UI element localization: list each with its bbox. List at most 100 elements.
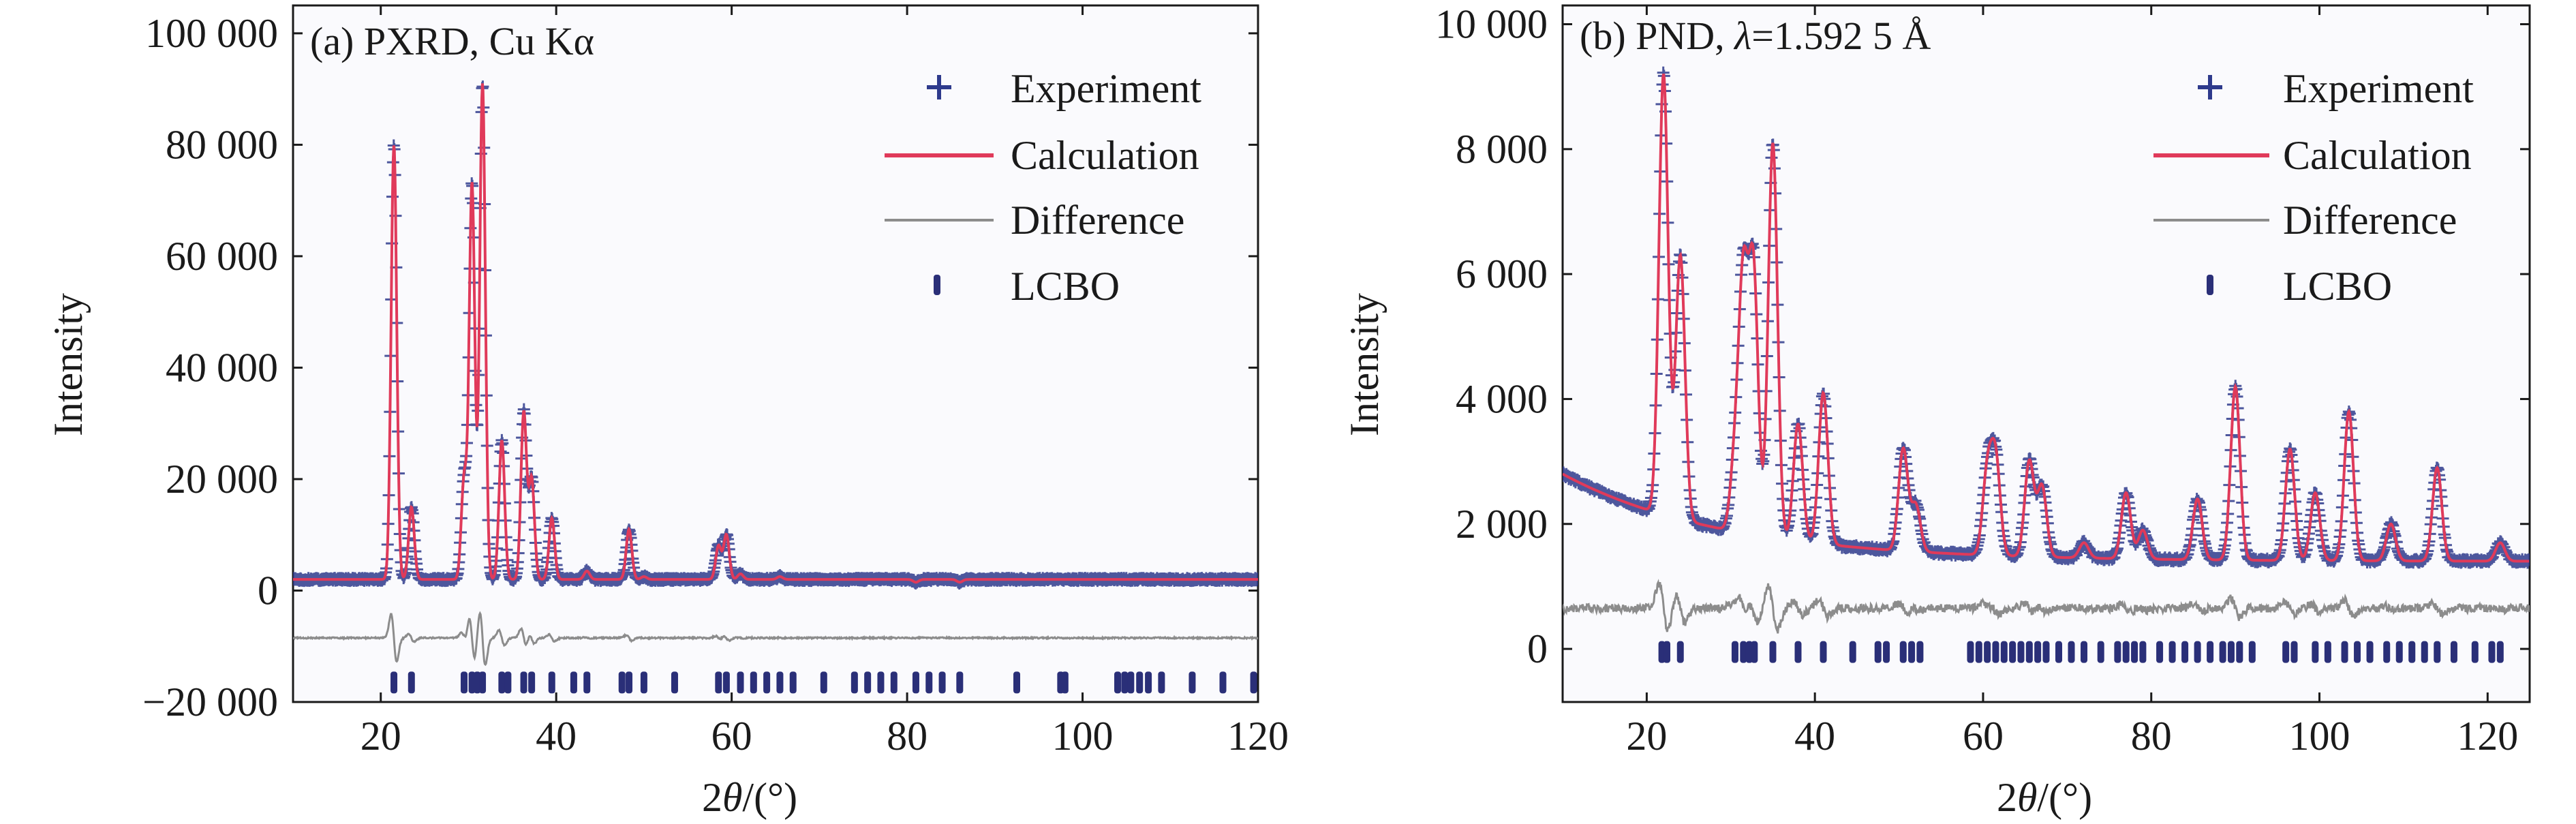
reflection-tick	[1250, 671, 1257, 694]
x-axis-title-a: 2θ/(°)	[702, 775, 797, 820]
x-tick-label: 20	[1626, 714, 1667, 759]
reflection-tick	[1136, 671, 1144, 694]
reflection-ticks-b	[1658, 641, 2504, 663]
reflection-tick	[1114, 671, 1122, 694]
reflection-tick	[1189, 671, 1196, 694]
reflection-tick	[912, 671, 919, 694]
legend-label-lcbo: LCBO	[2283, 264, 2392, 309]
reflection-tick	[715, 671, 722, 694]
reflection-tick	[2017, 641, 2025, 663]
y-axis-title-b: Intensity	[1342, 293, 1387, 436]
reflection-tick	[2181, 641, 2189, 663]
legend-plus-icon	[927, 75, 951, 100]
calculation-curve-a	[293, 83, 1258, 584]
legend-label-experiment: Experiment	[1011, 66, 1201, 111]
y-tick-label: 40 000	[166, 345, 278, 390]
reflection-tick	[2341, 641, 2348, 663]
calculation-line	[1563, 73, 2530, 563]
reflection-tick	[2236, 641, 2243, 663]
reflection-tick	[1883, 641, 1890, 663]
x-tick-label: 40	[536, 714, 577, 759]
reflection-tick	[2081, 641, 2088, 663]
x-tick-label: 100	[1052, 714, 1114, 759]
reflection-tick	[1145, 671, 1152, 694]
reflection-tick	[1751, 641, 1758, 663]
reflection-tick	[390, 671, 398, 694]
reflection-tick	[2408, 641, 2416, 663]
y-tick-label: 2 000	[1456, 502, 1548, 547]
legend-label-experiment: Experiment	[2283, 66, 2474, 111]
y-tick-label: 20 000	[166, 457, 278, 502]
x-tick-label: 40	[1794, 714, 1835, 759]
reflection-tick	[877, 671, 885, 694]
reflection-tick	[2097, 641, 2104, 663]
legend-a: Experiment Calculation Difference LCBO	[885, 66, 1201, 309]
legend-entry-calculation: Calculation	[2153, 133, 2472, 178]
reflection-tick	[2354, 641, 2361, 663]
reflection-tick	[750, 671, 757, 694]
reflection-tick	[1967, 641, 1974, 663]
legend-label-difference: Difference	[2283, 198, 2457, 243]
reflection-tick	[1984, 641, 1991, 663]
difference-line	[293, 611, 1258, 667]
axes-b: 20 40 60 80 100 120 0 2 000 4 000 6 000 8 000 10 00…	[1435, 1, 2530, 759]
x-tick-label: 80	[2131, 714, 2172, 759]
reflection-tick	[2248, 641, 2256, 663]
reflection-tick	[1908, 641, 1916, 663]
y-tick-label: 4 000	[1456, 376, 1548, 421]
reflection-tick	[2227, 641, 2235, 663]
reflection-tick	[1219, 671, 1227, 694]
reflection-tick	[2496, 641, 2504, 663]
axes-a: 20 40 60 80 100 120 −20 000 0 20 000 40 000 60 000…	[142, 5, 1289, 759]
y-tick-label: 60 000	[166, 234, 278, 279]
reflection-tick	[548, 671, 555, 694]
reflection-tick	[2122, 641, 2130, 663]
plot-frame-b	[1561, 4, 2531, 703]
reflection-tick	[1769, 641, 1777, 663]
reflection-tick	[2055, 641, 2063, 663]
legend-entry-lcbo: LCBO	[2207, 264, 2392, 309]
y-tick-label: 0	[1527, 626, 1548, 671]
reflection-tick	[570, 671, 577, 694]
reflection-tick	[2156, 641, 2164, 663]
reflection-tick	[474, 671, 481, 694]
y-tick-label: 0	[258, 568, 278, 613]
reflection-tick	[2290, 641, 2298, 663]
y-axis-title-a: Intensity	[46, 293, 91, 436]
reflection-tick	[890, 671, 898, 694]
legend-label-calculation: Calculation	[1011, 133, 1199, 178]
legend-plus-icon	[2198, 75, 2222, 100]
x-tick-label: 60	[1963, 714, 2004, 759]
y-tick-label: 100 000	[145, 11, 278, 56]
reflection-tick	[2009, 641, 2017, 663]
reflection-tick	[850, 671, 858, 694]
panel-title-a: (a) PXRD, Cu Kα	[310, 19, 594, 63]
reflection-tick	[2219, 641, 2226, 663]
x-axis-title-b: 2θ/(°)	[1997, 775, 2092, 820]
legend-reflection-tick-icon	[2207, 275, 2213, 295]
reflection-tick	[789, 671, 797, 694]
reflection-tick	[2421, 641, 2428, 663]
reflection-tick	[2312, 641, 2319, 663]
reflection-tick	[2000, 641, 2008, 663]
reflection-tick	[2434, 641, 2441, 663]
calculation-curve-b	[1563, 73, 2530, 563]
x-tick-label: 20	[361, 714, 401, 759]
reflection-tick	[938, 671, 946, 694]
legend-label-difference: Difference	[1011, 198, 1184, 243]
y-tick-label: 10 000	[1435, 1, 1548, 46]
reflection-tick	[2114, 641, 2121, 663]
reflection-tick	[2131, 641, 2138, 663]
difference-curve-a	[293, 611, 1258, 667]
reflection-tick	[2068, 641, 2075, 663]
x-tick-label: 120	[2457, 714, 2518, 759]
reflection-tick	[1916, 641, 1924, 663]
reflection-tick	[956, 671, 964, 694]
difference-line	[1563, 579, 2530, 634]
reflection-tick	[1975, 641, 1982, 663]
panel-a-pxrd: 20 40 60 80 100 120 −20 000 0 20 000 40 000 60 000…	[46, 4, 1289, 820]
calculation-line	[293, 83, 1258, 584]
y-tick-label: −20 000	[142, 680, 278, 724]
x-tick-label: 120	[1227, 714, 1289, 759]
